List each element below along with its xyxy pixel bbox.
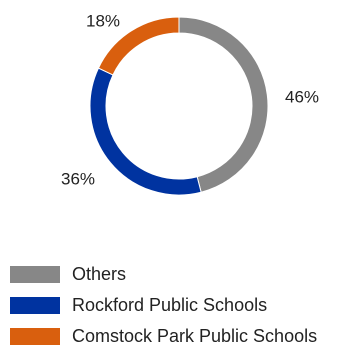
- legend-item-others: Others: [10, 259, 347, 290]
- legend-swatch-rockford-public-schools: [10, 297, 60, 314]
- legend-item-rockford-public-schools: Rockford Public Schools: [10, 290, 347, 321]
- slice-rockford-public-schools: [89, 67, 202, 196]
- slice-others: [178, 16, 269, 193]
- chart-legend: Others Rockford Public Schools Comstock …: [10, 259, 347, 352]
- legend-label-others: Others: [72, 264, 127, 284]
- legend-swatch-others: [10, 266, 60, 283]
- legend-label-rockford-public-schools: Rockford Public Schools: [72, 295, 268, 315]
- slice-label-comstock-park-public-schools: 18%: [86, 11, 120, 30]
- donut-chart: 46% 36% 18%: [61, 11, 319, 196]
- slice-label-others: 46%: [285, 87, 319, 106]
- slice-label-rockford-public-schools: 36%: [61, 169, 95, 188]
- legend-swatch-comstock-park-public-schools: [10, 328, 60, 345]
- legend-item-comstock-park-public-schools: Comstock Park Public Schools: [10, 321, 347, 352]
- slice-comstock-park-public-schools: [97, 16, 180, 76]
- legend-label-comstock-park-public-schools: Comstock Park Public Schools: [72, 326, 318, 346]
